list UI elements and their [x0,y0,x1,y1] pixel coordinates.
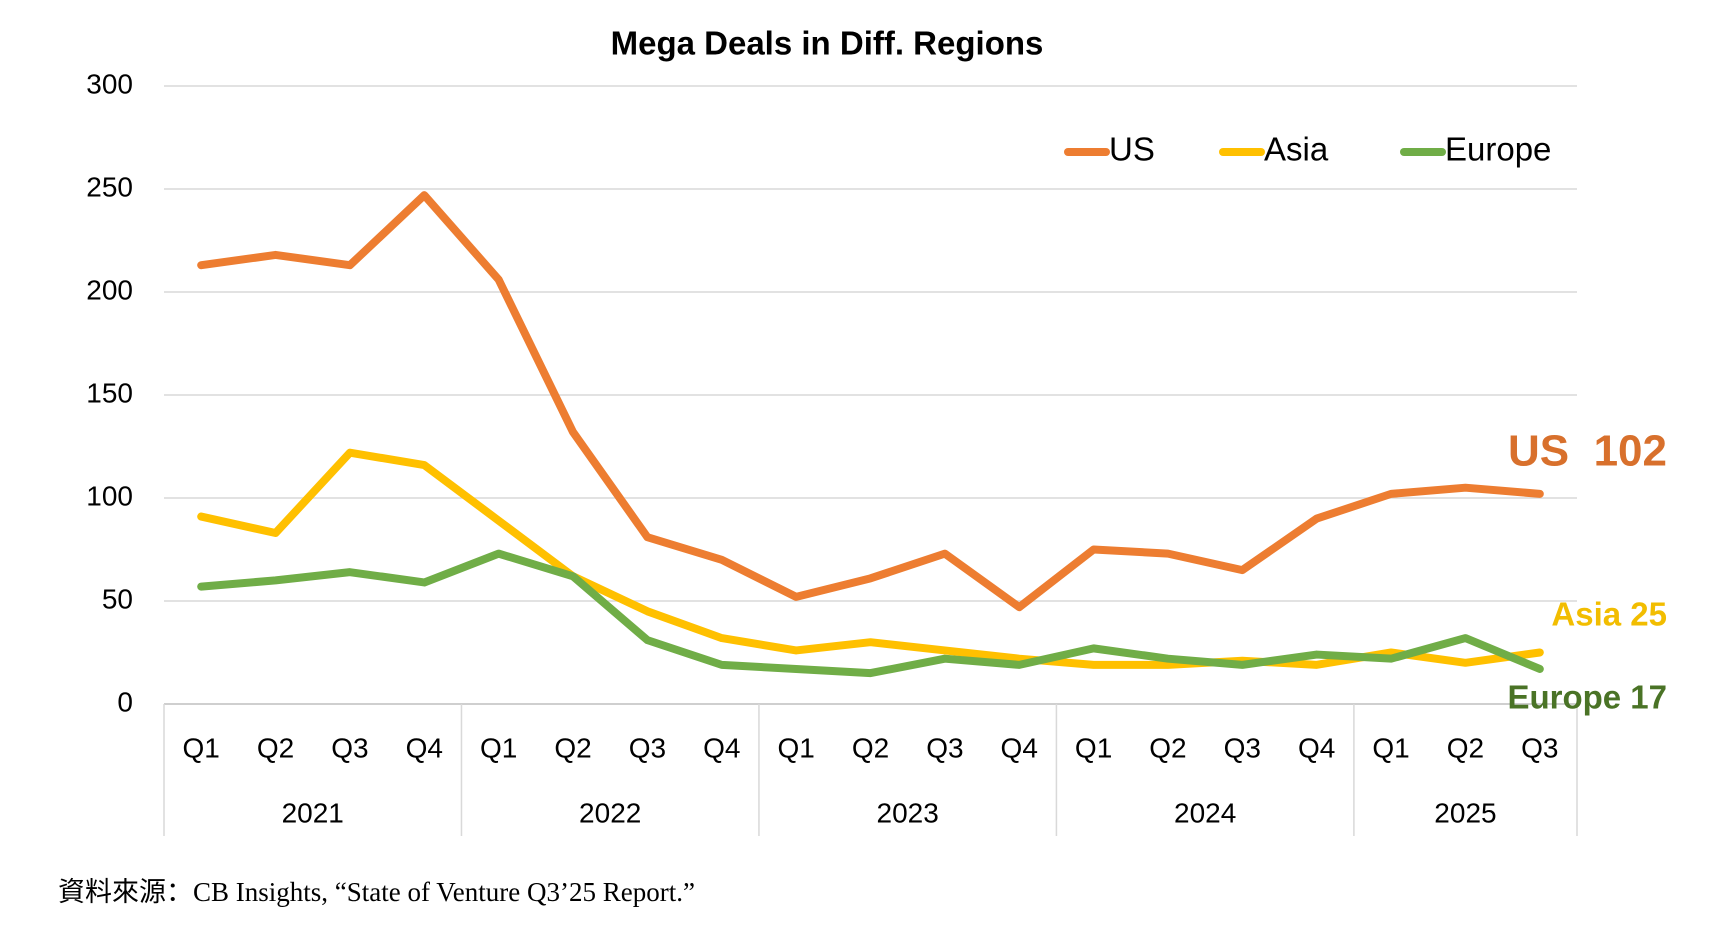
x-tick-label: Q4 [406,732,443,763]
x-tick-label: Q3 [1224,732,1261,763]
x-tick-label: Q2 [1447,732,1484,763]
x-tick-label: Q2 [1149,732,1186,763]
legend-label: Asia [1264,131,1329,168]
y-tick-label: 0 [117,686,133,717]
legend-label: Europe [1445,131,1551,168]
year-label: 2025 [1434,797,1496,828]
x-tick-label: Q1 [183,732,220,763]
source-note: 資料來源：CB Insights, “State of Venture Q3’2… [58,877,695,907]
year-label: 2024 [1174,797,1236,828]
legend-label: US [1109,131,1155,168]
chart-title: Mega Deals in Diff. Regions [611,25,1044,62]
x-tick-label: Q3 [629,732,666,763]
annotation: US 102 [1508,427,1667,476]
line-series [197,191,1544,612]
x-tick-label: Q2 [554,732,591,763]
x-tick-label: Q1 [1372,732,1409,763]
x-tick-label: Q3 [926,732,963,763]
y-tick-label: 100 [86,480,133,511]
x-tick-label: Q1 [480,732,517,763]
y-tick-label: 200 [86,274,133,305]
x-tick-label: Q4 [703,732,740,763]
x-tick-label: Q2 [852,732,889,763]
y-tick-label: 300 [86,68,133,99]
line-series [197,448,1544,669]
x-tick-label: Q3 [331,732,368,763]
x-tick-label: Q3 [1521,732,1558,763]
line-series [197,549,1544,678]
year-label: 2022 [579,797,641,828]
x-tick-label: Q1 [1075,732,1112,763]
x-tick-label: Q4 [1001,732,1038,763]
y-tick-label: 150 [86,377,133,408]
y-tick-label: 50 [102,583,133,614]
x-tick-label: Q4 [1298,732,1335,763]
year-label: 2023 [877,797,939,828]
y-tick-label: 250 [86,171,133,202]
year-label: 2021 [282,797,344,828]
x-tick-label: Q1 [777,732,814,763]
annotation: Asia 25 [1551,596,1667,633]
annotation: Europe 17 [1507,679,1667,716]
x-tick-label: Q2 [257,732,294,763]
